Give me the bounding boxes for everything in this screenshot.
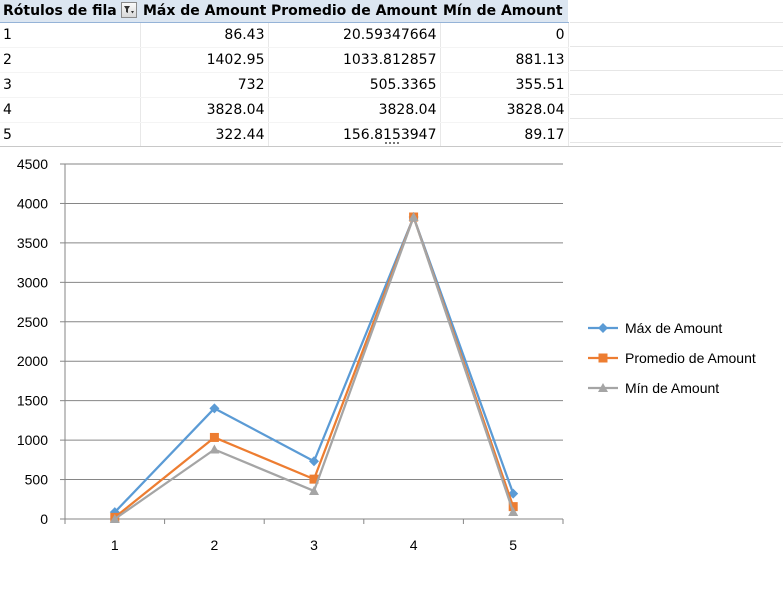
data-point[interactable] — [209, 432, 219, 442]
header-max: Máx de Amount — [140, 0, 268, 23]
table-row: 2 1402.95 1033.812857 881.13 — [0, 47, 569, 73]
legend-marker[interactable] — [598, 353, 608, 363]
series-line[interactable] — [114, 215, 515, 519]
header-row-labels-text: Rótulos de fila — [3, 3, 117, 19]
y-tick-label: 3500 — [17, 235, 48, 251]
legend-item[interactable]: Máx de Amount — [588, 320, 722, 336]
data-point[interactable] — [309, 474, 319, 484]
y-tick-label: 3000 — [17, 274, 48, 290]
y-tick-label: 2000 — [17, 353, 48, 369]
legend-label: Promedio de Amount — [625, 350, 756, 366]
cell-min[interactable]: 3828.04 — [440, 97, 569, 123]
data-point[interactable] — [209, 403, 220, 414]
data-point[interactable] — [109, 514, 120, 523]
cell-max[interactable]: 322.44 — [140, 122, 269, 148]
filter-icon — [123, 6, 134, 14]
row-label[interactable]: 3 — [0, 72, 141, 98]
legend-item[interactable]: Mín de Amount — [588, 380, 719, 396]
header-min: Mín de Amount — [440, 0, 568, 23]
cell-max[interactable]: 1402.95 — [140, 47, 269, 73]
cell-avg[interactable]: 3828.04 — [268, 97, 441, 123]
data-point[interactable] — [508, 502, 518, 512]
legend-item[interactable]: Promedio de Amount — [588, 350, 756, 366]
filter-dropdown-button[interactable] — [120, 2, 137, 18]
y-tick-label: 4000 — [17, 195, 48, 211]
x-tick-label: 5 — [509, 537, 517, 553]
legend-marker[interactable] — [598, 383, 608, 392]
series-3[interactable] — [109, 212, 519, 523]
sheet-grid — [570, 0, 783, 146]
series-2[interactable] — [110, 212, 518, 522]
legend[interactable]: Máx de Amount Promedio de Amount Mín de Am… — [588, 320, 756, 396]
chart-resize-handle[interactable] — [384, 141, 400, 146]
y-tick-label: 1500 — [17, 393, 48, 409]
y-tick-label: 500 — [25, 472, 49, 488]
row-label[interactable]: 5 — [0, 122, 141, 148]
data-point[interactable] — [209, 444, 220, 454]
x-tick-label: 3 — [310, 537, 318, 553]
cell-avg[interactable]: 505.3365 — [268, 72, 441, 98]
cell-avg[interactable]: 20.59347664 — [268, 22, 441, 48]
chart-canvas: 0 500 1000 1500 2000 2500 3000 3500 4000 4500 1 2 3 4… — [17, 156, 756, 553]
cell-min[interactable]: 0 — [440, 22, 569, 48]
header-avg: Promedio de Amount — [268, 0, 440, 23]
row-label[interactable]: 1 — [0, 22, 141, 48]
cell-max[interactable]: 732 — [140, 72, 269, 98]
cell-min[interactable]: 355.51 — [440, 72, 569, 98]
row-label[interactable]: 2 — [0, 47, 141, 73]
table-row: 1 86.43 20.59347664 0 — [0, 22, 569, 48]
x-tick-label: 2 — [211, 537, 219, 553]
legend-label: Máx de Amount — [625, 320, 722, 336]
y-tick-label: 0 — [40, 511, 48, 527]
x-tick-label: 4 — [410, 537, 418, 553]
legend-marker[interactable] — [598, 323, 608, 333]
cell-avg[interactable]: 156.8153947 — [268, 122, 441, 148]
y-tick-label: 2500 — [17, 314, 48, 330]
data-point[interactable] — [309, 456, 319, 467]
y-tick-label: 4500 — [17, 156, 48, 172]
x-tick-label: 1 — [111, 537, 119, 553]
legend-label: Mín de Amount — [625, 380, 719, 396]
axes: 0 500 1000 1500 2000 2500 3000 3500 4000 4500 1 2 3 4… — [17, 156, 564, 553]
data-point[interactable] — [309, 485, 319, 495]
series-layer — [109, 212, 519, 523]
cell-min[interactable]: 881.13 — [440, 47, 569, 73]
table-row: 4 3828.04 3828.04 3828.04 — [0, 97, 569, 123]
cell-max[interactable]: 3828.04 — [140, 97, 269, 123]
cell-min[interactable]: 89.17 — [440, 122, 569, 148]
line-chart[interactable]: 0 500 1000 1500 2000 2500 3000 3500 4000 4500 1 2 3 4… — [0, 146, 781, 599]
y-tick-label: 1000 — [17, 432, 48, 448]
pivot-header-row: Rótulos de fila Máx de Amount Promedio d… — [0, 0, 568, 23]
series-line[interactable] — [113, 215, 515, 513]
table-row: 3 732 505.3365 355.51 — [0, 72, 569, 98]
data-point[interactable] — [408, 212, 419, 222]
header-row-labels: Rótulos de fila — [0, 0, 140, 23]
pivot-table: Rótulos de fila Máx de Amount Promedio d… — [0, 0, 569, 148]
cell-max[interactable]: 86.43 — [140, 22, 269, 48]
table-row: 5 322.44 156.8153947 89.17 — [0, 122, 569, 148]
series-line[interactable] — [114, 215, 515, 520]
cell-avg[interactable]: 1033.812857 — [268, 47, 441, 73]
data-point[interactable] — [508, 506, 519, 516]
row-label[interactable]: 4 — [0, 97, 141, 123]
